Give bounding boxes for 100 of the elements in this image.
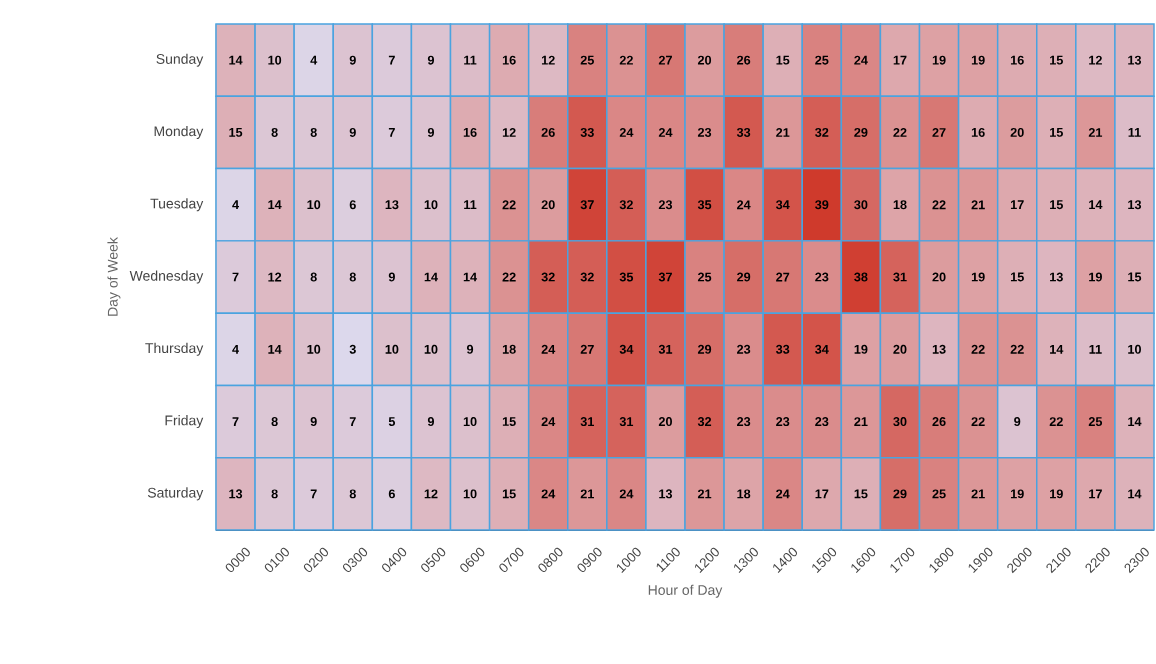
data-label: 34 — [815, 344, 829, 354]
data-label: 33 — [775, 344, 790, 354]
data-label: 30 — [893, 417, 907, 427]
y-axis-title: Day of Week — [107, 237, 121, 316]
data-label: 32 — [697, 417, 712, 427]
data-label: 12 — [424, 489, 438, 499]
data-label: 25 — [580, 55, 594, 65]
data-label: 22 — [893, 128, 907, 137]
data-label: 13 — [385, 200, 399, 210]
data-label: 14 — [1128, 417, 1142, 426]
data-label: 37 — [658, 272, 672, 282]
data-label: 24 — [541, 489, 556, 499]
data-label: 35 — [619, 272, 634, 282]
data-label: 31 — [619, 417, 634, 427]
data-label: 9 — [349, 55, 356, 65]
data-label: 23 — [737, 344, 751, 354]
data-label: 21 — [697, 489, 712, 499]
data-label: 16 — [971, 127, 985, 137]
y-tick-label: Saturday — [147, 487, 204, 501]
data-label: 35 — [697, 200, 712, 210]
data-label: 12 — [268, 272, 282, 282]
data-label: 33 — [736, 127, 751, 137]
data-label: 22 — [502, 200, 516, 210]
data-label: 22 — [1010, 344, 1024, 354]
data-label: 26 — [932, 417, 946, 427]
data-label: 24 — [737, 200, 751, 210]
data-label: 10 — [424, 200, 438, 210]
data-label: 22 — [1049, 417, 1063, 426]
data-label: 19 — [854, 344, 868, 354]
data-label: 8 — [310, 272, 317, 282]
y-tick-label: Wednesday — [129, 270, 204, 284]
data-label: 16 — [463, 127, 477, 137]
data-label: 10 — [463, 417, 477, 427]
data-label: 29 — [893, 489, 907, 499]
data-label: 8 — [349, 272, 356, 282]
data-label: 26 — [541, 127, 555, 137]
data-label: 10 — [307, 344, 321, 354]
data-label: 30 — [854, 200, 868, 210]
data-label: 15 — [1010, 272, 1024, 282]
data-label: 6 — [388, 489, 395, 499]
data-label: 23 — [658, 200, 673, 210]
data-label: 8 — [271, 489, 278, 499]
data-label: 14 — [1050, 344, 1064, 354]
data-label: 32 — [815, 127, 829, 137]
data-label: 29 — [854, 127, 868, 137]
data-label: 37 — [580, 200, 594, 210]
data-label: 3 — [349, 344, 356, 354]
data-label: 21 — [580, 489, 594, 499]
data-label: 23 — [776, 417, 790, 427]
data-label: 13 — [1050, 272, 1063, 282]
data-label: 24 — [541, 417, 556, 426]
data-label: 14 — [268, 344, 282, 354]
data-label: 23 — [697, 127, 712, 137]
data-label: 4 — [232, 344, 240, 354]
data-label: 11 — [1089, 344, 1102, 354]
data-label: 9 — [427, 55, 435, 65]
x-axis-title: Hour of Day — [648, 584, 723, 598]
data-label: 38 — [854, 272, 868, 282]
data-label: 25 — [815, 55, 829, 65]
data-label: 13 — [1128, 200, 1142, 210]
data-label: 7 — [232, 417, 239, 426]
data-label: 17 — [1010, 200, 1024, 210]
data-label: 15 — [776, 55, 790, 65]
data-label: 19 — [971, 272, 985, 282]
data-label: 14 — [463, 272, 478, 282]
data-label: 24 — [619, 128, 634, 137]
data-label: 11 — [1128, 128, 1141, 137]
data-label: 4 — [310, 55, 318, 65]
data-label: 22 — [971, 417, 985, 426]
data-label: 9 — [427, 417, 435, 427]
data-label: 10 — [424, 344, 438, 354]
data-label: 19 — [932, 55, 946, 65]
data-label: 4 — [232, 200, 240, 210]
data-label: 7 — [349, 417, 356, 426]
data-label: 16 — [1010, 55, 1024, 65]
data-label: 14 — [229, 55, 243, 65]
y-tick-label: Monday — [154, 125, 204, 139]
data-label: 15 — [502, 417, 516, 426]
y-tick-label: Tuesday — [150, 198, 204, 212]
data-label: 25 — [932, 489, 946, 499]
data-label: 34 — [775, 200, 790, 210]
data-label: 27 — [776, 272, 790, 282]
y-tick-label: Thursday — [145, 342, 204, 356]
data-label: 14 — [268, 200, 282, 210]
data-label: 26 — [737, 55, 751, 65]
data-label: 16 — [502, 55, 516, 65]
data-label: 15 — [1050, 128, 1063, 137]
data-label: 15 — [1128, 272, 1142, 282]
data-label: 18 — [502, 344, 516, 354]
data-label: 25 — [1088, 417, 1103, 427]
y-tick-label: Friday — [165, 415, 204, 429]
data-label: 17 — [893, 55, 907, 65]
data-label: 10 — [463, 489, 477, 499]
data-label: 8 — [310, 127, 317, 137]
data-label: 39 — [815, 200, 829, 210]
data-label: 32 — [541, 272, 555, 282]
data-label: 20 — [658, 417, 672, 427]
data-label: 24 — [658, 128, 673, 137]
data-label: 19 — [1050, 489, 1063, 499]
data-label: 5 — [388, 417, 396, 426]
